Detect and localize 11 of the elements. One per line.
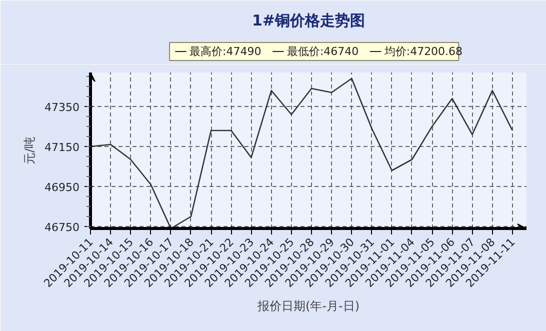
y-tick-label: 46950 bbox=[44, 181, 80, 194]
line-series bbox=[90, 78, 514, 228]
text: 均价:47200.68 bbox=[383, 45, 463, 58]
y-axis-title: 元/吨 bbox=[22, 136, 37, 165]
text: 最高价:47490 bbox=[190, 45, 262, 58]
text: 最低价:46740 bbox=[286, 45, 359, 58]
y-tick-label: 47350 bbox=[44, 101, 80, 114]
y-tick-label: 47150 bbox=[44, 141, 80, 154]
y-tick-label: 46750 bbox=[44, 221, 80, 234]
x-axis-title: 报价日期(年-月-日) bbox=[256, 299, 360, 314]
chart-title: 1#铜价格走势图 bbox=[252, 12, 366, 30]
